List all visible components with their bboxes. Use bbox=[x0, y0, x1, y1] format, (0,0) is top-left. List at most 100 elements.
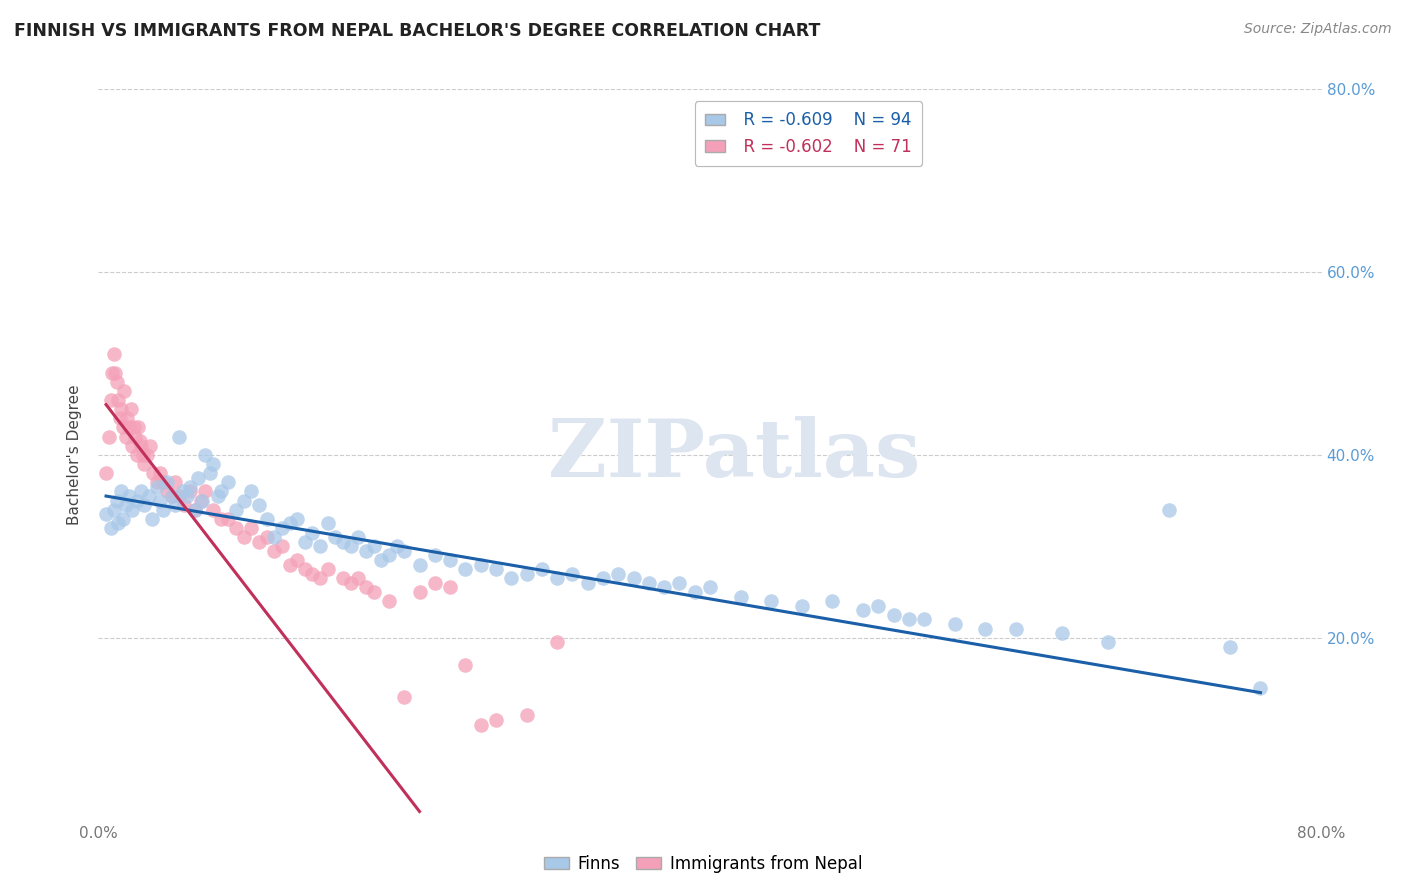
Point bbox=[110, 402, 132, 417]
Point bbox=[118, 489, 141, 503]
Point bbox=[100, 521, 122, 535]
Point bbox=[278, 516, 301, 531]
Point bbox=[1004, 622, 1026, 636]
Point bbox=[118, 420, 141, 434]
Point bbox=[98, 430, 121, 444]
Point bbox=[139, 439, 162, 453]
Point bbox=[408, 558, 430, 572]
Point bbox=[190, 493, 212, 508]
Point bbox=[385, 539, 408, 553]
Point bbox=[152, 475, 174, 490]
Point bbox=[759, 594, 782, 608]
Point bbox=[247, 498, 270, 512]
Point bbox=[821, 594, 844, 608]
Point bbox=[240, 521, 263, 535]
Point bbox=[354, 544, 377, 558]
Point bbox=[378, 594, 401, 608]
Point bbox=[145, 475, 167, 490]
Point bbox=[699, 581, 721, 595]
Point bbox=[94, 466, 117, 480]
Point bbox=[138, 489, 160, 503]
Point bbox=[184, 502, 207, 516]
Point bbox=[217, 475, 239, 490]
Point bbox=[332, 534, 354, 549]
Point bbox=[112, 384, 135, 398]
Point bbox=[347, 571, 370, 585]
Point bbox=[217, 512, 239, 526]
Point bbox=[209, 512, 232, 526]
Point bbox=[163, 475, 186, 490]
Point bbox=[136, 448, 159, 462]
Point bbox=[561, 566, 583, 581]
Point bbox=[883, 607, 905, 622]
Point bbox=[912, 613, 935, 627]
Point bbox=[149, 466, 172, 480]
Point bbox=[439, 581, 461, 595]
Point bbox=[141, 512, 163, 526]
Point bbox=[668, 576, 690, 591]
Point bbox=[637, 576, 661, 591]
Point bbox=[408, 585, 430, 599]
Point bbox=[111, 512, 134, 526]
Point bbox=[169, 430, 191, 444]
Point bbox=[152, 502, 174, 516]
Text: FINNISH VS IMMIGRANTS FROM NEPAL BACHELOR'S DEGREE CORRELATION CHART: FINNISH VS IMMIGRANTS FROM NEPAL BACHELO… bbox=[14, 22, 821, 40]
Point bbox=[285, 512, 308, 526]
Point bbox=[103, 347, 125, 361]
Point bbox=[347, 530, 370, 544]
Legend: Finns, Immigrants from Nepal: Finns, Immigrants from Nepal bbox=[537, 848, 869, 880]
Point bbox=[125, 493, 148, 508]
Point bbox=[156, 484, 179, 499]
Point bbox=[121, 439, 143, 453]
Point bbox=[105, 493, 128, 508]
Point bbox=[439, 553, 461, 567]
Point bbox=[1219, 640, 1241, 654]
Point bbox=[485, 562, 508, 576]
Point bbox=[108, 411, 131, 425]
Point bbox=[127, 420, 149, 434]
Point bbox=[294, 562, 316, 576]
Point bbox=[256, 512, 278, 526]
Point bbox=[1249, 681, 1271, 695]
Point bbox=[309, 539, 332, 553]
Point bbox=[516, 708, 538, 723]
Point bbox=[129, 439, 152, 453]
Point bbox=[943, 617, 966, 632]
Point bbox=[354, 581, 377, 595]
Point bbox=[683, 585, 706, 599]
Point bbox=[94, 508, 117, 522]
Point bbox=[240, 484, 263, 499]
Point bbox=[122, 420, 145, 434]
Point bbox=[110, 484, 132, 499]
Point bbox=[187, 471, 209, 485]
Point bbox=[325, 530, 347, 544]
Point bbox=[309, 571, 332, 585]
Point bbox=[179, 484, 201, 499]
Point bbox=[145, 480, 167, 494]
Point bbox=[363, 539, 385, 553]
Point bbox=[974, 622, 997, 636]
Point bbox=[129, 484, 152, 499]
Point bbox=[117, 411, 139, 425]
Point bbox=[105, 375, 128, 389]
Point bbox=[160, 489, 183, 503]
Point bbox=[652, 581, 675, 595]
Point bbox=[134, 457, 156, 471]
Point bbox=[470, 558, 492, 572]
Point bbox=[115, 430, 138, 444]
Point bbox=[100, 392, 122, 407]
Point bbox=[169, 489, 191, 503]
Point bbox=[294, 534, 316, 549]
Point bbox=[730, 590, 752, 604]
Point bbox=[392, 544, 416, 558]
Point bbox=[142, 466, 165, 480]
Point bbox=[207, 489, 229, 503]
Point bbox=[111, 420, 134, 434]
Point bbox=[301, 566, 323, 581]
Point bbox=[592, 571, 614, 585]
Point bbox=[897, 613, 920, 627]
Point bbox=[516, 566, 538, 581]
Point bbox=[278, 558, 301, 572]
Point bbox=[179, 480, 201, 494]
Point bbox=[607, 566, 630, 581]
